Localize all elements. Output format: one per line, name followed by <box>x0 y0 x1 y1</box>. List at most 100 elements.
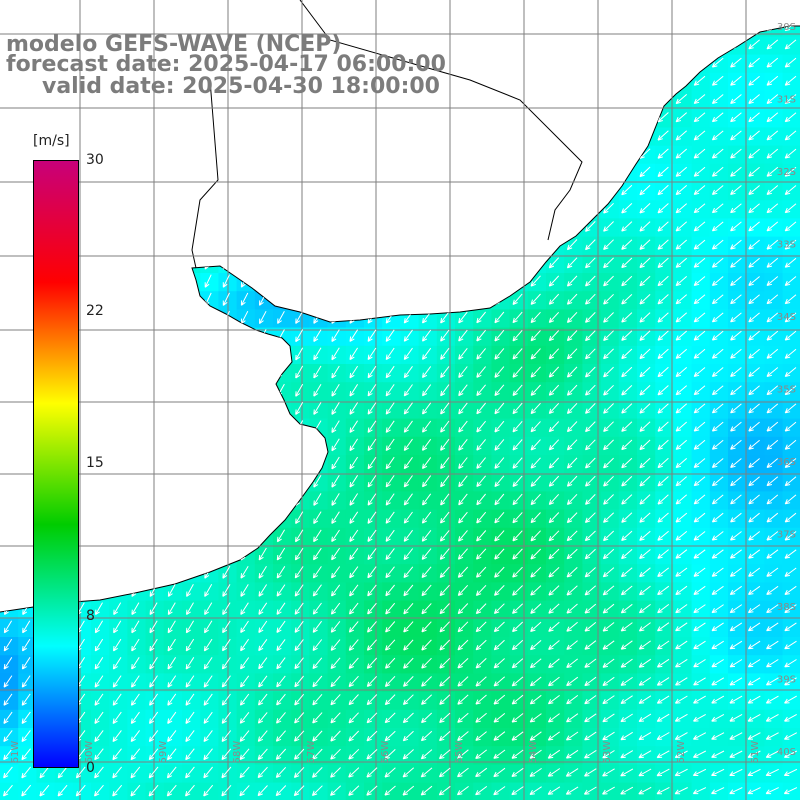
wind-speed-cell <box>382 673 401 693</box>
wind-arrow <box>313 456 322 470</box>
wind-speed-cell <box>709 582 729 602</box>
wind-speed-cell <box>618 200 638 219</box>
wind-arrow <box>711 94 724 104</box>
wind-speed-cell <box>655 546 674 565</box>
wind-speed-cell <box>91 236 110 256</box>
wind-speed-cell <box>527 564 547 583</box>
wind-speed-cell <box>509 436 529 456</box>
wind-speed-cell <box>455 764 474 784</box>
wind-arrow <box>584 640 597 650</box>
wind-arrow <box>402 712 414 724</box>
wind-arrow <box>711 257 724 268</box>
wind-speed-cell <box>709 145 729 165</box>
wind-arrow <box>493 713 506 723</box>
wind-speed-cell <box>764 182 784 201</box>
wind-arrow <box>313 274 322 288</box>
wind-speed-cell <box>691 364 711 383</box>
wind-arrow <box>258 675 268 688</box>
wind-speed-cell <box>382 527 401 547</box>
wind-arrow <box>331 201 340 215</box>
wind-arrow <box>221 675 231 688</box>
wind-arrow <box>585 39 596 50</box>
wind-arrow <box>711 421 724 432</box>
wind-arrow <box>766 185 779 195</box>
wind-arrow <box>331 547 341 561</box>
wind-arrow <box>168 438 176 452</box>
wind-speed-cell <box>728 218 747 238</box>
wind-arrow <box>385 111 395 124</box>
wind-speed-cell <box>436 637 456 656</box>
wind-arrow <box>348 621 359 633</box>
wind-arrow <box>331 292 340 306</box>
wind-speed-cell <box>655 600 674 620</box>
wind-speed-cell <box>72 109 92 128</box>
wind-arrow <box>385 529 395 542</box>
wind-arrow <box>766 604 779 614</box>
border-path <box>299 0 583 241</box>
wind-speed-cell <box>0 455 19 474</box>
wind-speed-cell <box>163 527 183 547</box>
wind-arrow <box>439 676 451 687</box>
wind-arrow <box>422 366 432 379</box>
wind-speed-cell <box>273 273 292 292</box>
wind-arrow <box>403 584 414 597</box>
wind-arrow <box>203 693 213 706</box>
wind-arrow <box>131 529 140 543</box>
wind-speed-cell <box>382 400 401 420</box>
wind-arrow <box>494 530 505 542</box>
wind-arrow <box>566 348 578 360</box>
wind-speed-cell <box>527 91 547 110</box>
wind-arrow <box>277 402 285 415</box>
wind-arrow <box>294 693 305 706</box>
wind-arrow <box>730 94 742 104</box>
wind-arrow <box>748 276 760 286</box>
wind-speed-cell <box>600 54 620 74</box>
wind-speed-cell <box>382 746 401 765</box>
wind-speed-cell <box>546 600 565 620</box>
wind-arrow <box>367 548 377 561</box>
lat-label: 37S <box>777 530 796 541</box>
wind-arrow <box>675 677 688 686</box>
wind-speed-cell <box>400 673 420 693</box>
wind-arrow <box>349 220 359 233</box>
wind-arrow <box>566 26 578 32</box>
wind-arrow <box>277 26 285 33</box>
wind-speed-cell <box>764 618 784 638</box>
wind-speed-cell <box>473 728 492 747</box>
wind-speed-cell <box>764 309 784 329</box>
wind-arrow <box>3 675 13 688</box>
wind-speed-cell <box>109 163 128 183</box>
wind-arrow <box>349 402 359 415</box>
wind-speed-cell <box>691 72 711 92</box>
wind-speed-cell <box>600 546 620 565</box>
wind-arrow <box>295 347 304 361</box>
wind-speed-cell <box>127 509 147 529</box>
wind-arrow <box>349 529 359 543</box>
wind-speed-cell <box>582 527 602 547</box>
wind-arrow <box>366 785 378 796</box>
wind-speed-cell <box>600 527 620 547</box>
wind-speed-cell <box>728 546 747 565</box>
wind-arrow <box>711 659 724 668</box>
wind-arrow <box>113 274 121 288</box>
wind-speed-cell <box>782 291 800 310</box>
wind-speed-cell <box>382 582 401 602</box>
wind-arrow <box>169 2 175 15</box>
wind-speed-cell <box>618 91 638 110</box>
wind-arrow <box>422 493 432 506</box>
wind-speed-cell <box>582 655 602 674</box>
wind-arrow <box>457 566 469 578</box>
wind-speed-cell <box>254 473 274 492</box>
wind-arrow <box>711 604 724 614</box>
wind-arrow <box>4 383 12 397</box>
wind-speed-cell <box>691 782 711 800</box>
wind-speed-cell <box>418 254 438 274</box>
wind-speed-cell <box>109 273 128 292</box>
wind-arrow <box>330 694 341 706</box>
wind-speed-cell <box>345 546 365 565</box>
wind-speed-cell <box>236 764 256 784</box>
wind-arrow <box>403 165 413 178</box>
wind-arrow <box>675 549 688 559</box>
wind-arrow <box>766 494 779 505</box>
wind-speed-cell <box>473 436 492 456</box>
